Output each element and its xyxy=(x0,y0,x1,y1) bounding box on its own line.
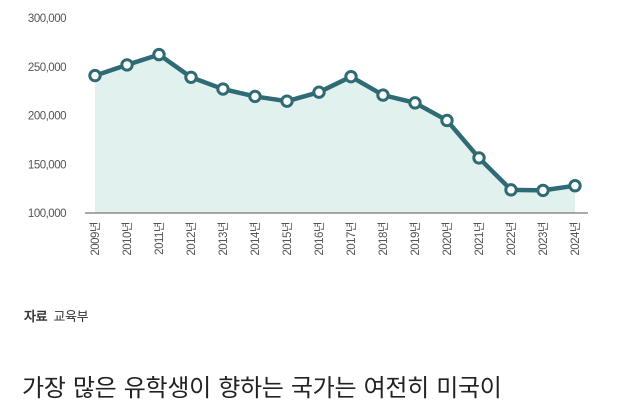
line-layer xyxy=(92,52,578,193)
data-point xyxy=(216,82,230,96)
data-point xyxy=(152,47,166,62)
x-tick-label: 2016년 xyxy=(313,222,326,256)
source-value: 교육부 xyxy=(53,310,89,325)
data-point xyxy=(376,88,390,102)
y-tick-label: 250,000 xyxy=(28,62,66,74)
source-label: 자료 xyxy=(24,310,48,325)
data-point xyxy=(88,68,102,83)
data-point xyxy=(504,183,518,197)
data-point xyxy=(472,151,486,165)
data-point xyxy=(312,85,326,99)
chart: 100,000 150,000 200,000 250,000 300,000 2009… xyxy=(28,13,588,256)
x-tick-label: 2009년 xyxy=(89,222,102,256)
data-point xyxy=(440,113,454,128)
x-tick-label: 2021년 xyxy=(473,222,486,256)
source-note: 자료 교육부 xyxy=(24,306,89,325)
data-point xyxy=(568,179,582,193)
headline: 가장 많은 유학생이 향하는 국가는 여전히 미국이 xyxy=(22,374,502,402)
area-layer xyxy=(95,54,575,214)
y-tick-label: 100,000 xyxy=(28,208,66,220)
data-point xyxy=(280,94,294,108)
x-tick-label: 2014년 xyxy=(249,222,262,256)
y-axis: 100,000 150,000 200,000 250,000 300,000 xyxy=(28,13,67,220)
data-point xyxy=(408,96,422,110)
x-tick-label: 2019년 xyxy=(409,222,422,256)
data-point xyxy=(248,89,262,104)
x-tick-label: 2011년 xyxy=(153,222,166,255)
x-tick-label: 2017년 xyxy=(345,222,358,256)
x-axis: 2009년 2010년 2011년 2012년 2013년 2014년 2015년 2016년… xyxy=(89,222,582,256)
x-tick-label: 2018년 xyxy=(377,222,390,256)
area-fill xyxy=(95,54,575,214)
data-point xyxy=(120,58,134,72)
x-tick-label: 2012년 xyxy=(185,222,198,256)
data-point xyxy=(344,69,358,84)
data-point xyxy=(184,70,198,84)
x-tick-label: 2015년 xyxy=(281,222,294,256)
data-point xyxy=(536,183,550,198)
series-line xyxy=(92,52,578,193)
x-tick-label: 2013년 xyxy=(217,222,230,256)
y-tick-label: 150,000 xyxy=(28,159,66,171)
y-tick-label: 200,000 xyxy=(28,111,66,123)
x-tick-label: 2022년 xyxy=(505,222,518,256)
x-tick-label: 2010년 xyxy=(121,222,134,256)
x-tick-label: 2023년 xyxy=(537,222,550,256)
points-layer xyxy=(88,47,582,198)
x-tick-label: 2020년 xyxy=(441,222,454,256)
y-tick-label: 300,000 xyxy=(28,13,66,25)
x-tick-label: 2024년 xyxy=(569,222,582,256)
